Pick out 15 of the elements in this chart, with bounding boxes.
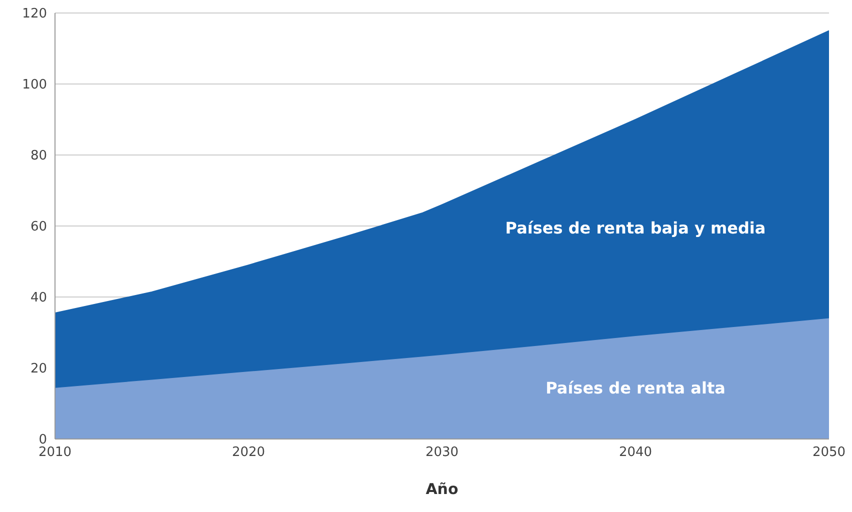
y-tick-label: 80 [30, 148, 47, 164]
x-tick-label: 2050 [812, 445, 846, 460]
y-tick-label: 60 [30, 220, 47, 235]
y-tick-label: 20 [30, 362, 47, 377]
x-tick-label: 2030 [425, 445, 459, 460]
y-tick-label: 100 [22, 78, 47, 93]
x-axis-title: Año [426, 480, 458, 498]
y-tick-label: 0 [38, 432, 47, 448]
y-tick-label: 40 [30, 290, 47, 306]
series-label: Países de renta baja y media [505, 218, 766, 238]
x-tick-label: 2020 [232, 445, 266, 460]
y-tick-label: 120 [22, 6, 47, 22]
x-tick-label: 2040 [618, 445, 652, 460]
series-label: Países de renta alta [546, 378, 726, 398]
x-tick-label: 2010 [38, 445, 72, 460]
